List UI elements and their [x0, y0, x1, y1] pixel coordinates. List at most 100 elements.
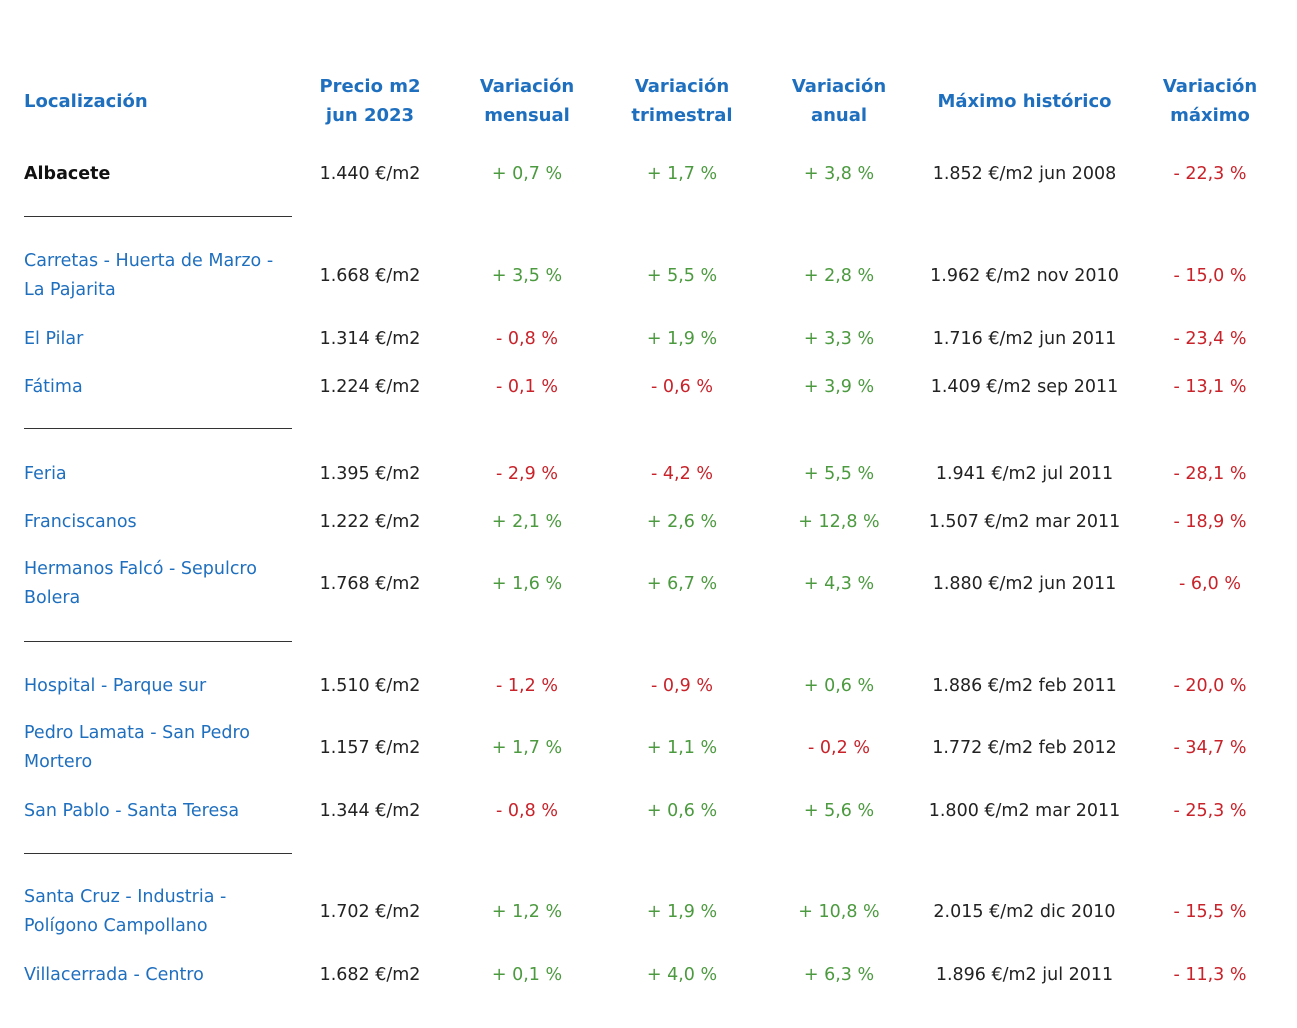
price-cell: 1.682 €/m2 — [319, 964, 421, 985]
location-link[interactable]: Hospital - Parque sur — [24, 670, 294, 702]
table-row: Pedro Lamata - San Pedro Mortero 1.157 €/… — [0, 718, 1297, 778]
monthly-variation: - 0,8 % — [496, 800, 558, 821]
price-cell: 1.668 €/m2 — [319, 265, 421, 286]
location-name: Albacete — [24, 158, 294, 190]
price-cell: 1.768 €/m2 — [319, 573, 421, 594]
header-annual-line2: anual — [810, 105, 868, 126]
historic-max: 1.880 €/m2 jun 2011 — [932, 573, 1117, 594]
historic-max: 1.800 €/m2 mar 2011 — [928, 800, 1121, 821]
monthly-variation: + 3,5 % — [491, 265, 563, 286]
location-line1: Hermanos Falcó - Sepulcro — [24, 559, 257, 579]
max-variation: - 22,3 % — [1173, 163, 1247, 184]
annual-variation: + 3,9 % — [803, 376, 875, 397]
location-line2: Bolera — [24, 588, 81, 608]
price-cell: 1.440 €/m2 — [319, 163, 421, 184]
annual-variation: + 3,3 % — [803, 328, 875, 349]
historic-max: 1.507 €/m2 mar 2011 — [928, 511, 1121, 532]
location-link[interactable]: Feria — [24, 458, 294, 490]
max-variation: - 15,5 % — [1173, 901, 1247, 922]
price-cell: 1.702 €/m2 — [319, 901, 421, 922]
group-divider — [24, 428, 292, 429]
table-row: Hospital - Parque sur 1.510 €/m2 - 1,2 %… — [0, 670, 1297, 702]
price-cell: 1.510 €/m2 — [319, 675, 421, 696]
max-variation: - 11,3 % — [1173, 964, 1247, 985]
group-divider — [24, 853, 292, 854]
quarterly-variation: + 6,7 % — [646, 573, 718, 594]
header-location: Localización — [24, 91, 148, 112]
table-row: Santa Cruz - Industria - Polígono Campoll… — [0, 882, 1297, 942]
header-price-line2: jun 2023 — [325, 105, 415, 126]
quarterly-variation: - 0,9 % — [651, 675, 713, 696]
monthly-variation: + 0,7 % — [491, 163, 563, 184]
max-variation: - 23,4 % — [1173, 328, 1247, 349]
max-variation: - 34,7 % — [1173, 737, 1247, 758]
price-cell: 1.314 €/m2 — [319, 328, 421, 349]
price-cell: 1.222 €/m2 — [319, 511, 421, 532]
table-row: Franciscanos 1.222 €/m2 + 2,1 % + 2,6 % … — [0, 506, 1297, 538]
monthly-variation: + 1,7 % — [491, 737, 563, 758]
location-line1: Villacerrada - Centro — [24, 964, 204, 985]
location-link[interactable]: Santa Cruz - Industria - Polígono Campoll… — [24, 882, 294, 942]
historic-max: 1.941 €/m2 jul 2011 — [935, 463, 1114, 484]
annual-variation: - 0,2 % — [808, 737, 870, 758]
historic-max: 1.852 €/m2 jun 2008 — [932, 163, 1117, 184]
table-row: Hermanos Falcó - Sepulcro Bolera 1.768 €/… — [0, 554, 1297, 614]
quarterly-variation: + 1,1 % — [646, 737, 718, 758]
location-link[interactable]: El Pilar — [24, 323, 294, 355]
table-row: Villacerrada - Centro 1.682 €/m2 + 0,1 %… — [0, 959, 1297, 991]
location-line1: Albacete — [24, 163, 111, 184]
location-line2: Mortero — [24, 752, 93, 772]
quarterly-variation: + 1,9 % — [646, 328, 718, 349]
header-var-max: Variación máximo — [1140, 72, 1280, 130]
location-link[interactable]: Fátima — [24, 371, 294, 403]
annual-variation: + 4,3 % — [803, 573, 875, 594]
price-cell: 1.395 €/m2 — [319, 463, 421, 484]
header-monthly: Variación mensual — [457, 72, 597, 130]
location-link[interactable]: Pedro Lamata - San Pedro Mortero — [24, 718, 294, 778]
location-line1: Feria — [24, 463, 67, 484]
quarterly-variation: + 4,0 % — [646, 964, 718, 985]
location-line1: Hospital - Parque sur — [24, 675, 207, 696]
max-variation: - 18,9 % — [1173, 511, 1247, 532]
location-link[interactable]: San Pablo - Santa Teresa — [24, 795, 294, 827]
location-line1: Carretas - Huerta de Marzo - — [24, 251, 274, 271]
monthly-variation: + 2,1 % — [491, 511, 563, 532]
monthly-variation: - 1,2 % — [496, 675, 558, 696]
header-price-line1: Precio m2 — [319, 76, 421, 97]
location-line2: La Pajarita — [24, 280, 116, 300]
monthly-variation: - 0,8 % — [496, 328, 558, 349]
header-annual-line1: Variación — [791, 76, 887, 97]
price-cell: 1.157 €/m2 — [319, 737, 421, 758]
historic-max: 1.409 €/m2 sep 2011 — [930, 376, 1119, 397]
header-annual: Variación anual — [769, 72, 909, 130]
quarterly-variation: + 2,6 % — [646, 511, 718, 532]
max-variation: - 20,0 % — [1173, 675, 1247, 696]
quarterly-variation: + 5,5 % — [646, 265, 718, 286]
max-variation: - 28,1 % — [1173, 463, 1247, 484]
header-quarterly-line2: trimestral — [631, 105, 733, 126]
header-max: Máximo histórico — [937, 91, 1112, 112]
quarterly-variation: + 0,6 % — [646, 800, 718, 821]
location-link[interactable]: Villacerrada - Centro — [24, 959, 294, 991]
group-divider — [24, 216, 292, 217]
historic-max: 2.015 €/m2 dic 2010 — [933, 901, 1116, 922]
location-line1: Fátima — [24, 376, 83, 397]
monthly-variation: + 1,2 % — [491, 901, 563, 922]
header-quarterly: Variación trimestral — [612, 72, 752, 130]
quarterly-variation: + 1,7 % — [646, 163, 718, 184]
quarterly-variation: - 4,2 % — [651, 463, 713, 484]
quarterly-variation: + 1,9 % — [646, 901, 718, 922]
annual-variation: + 0,6 % — [803, 675, 875, 696]
price-cell: 1.224 €/m2 — [319, 376, 421, 397]
annual-variation: + 5,6 % — [803, 800, 875, 821]
max-variation: - 6,0 % — [1179, 573, 1241, 594]
location-line1: Pedro Lamata - San Pedro — [24, 723, 250, 743]
location-link[interactable]: Franciscanos — [24, 506, 294, 538]
table-row: Albacete 1.440 €/m2 + 0,7 % + 1,7 % + 3,… — [0, 158, 1297, 190]
location-line1: El Pilar — [24, 328, 84, 349]
header-var-max-line2: máximo — [1170, 105, 1250, 126]
table-row: Feria 1.395 €/m2 - 2,9 % - 4,2 % + 5,5 %… — [0, 458, 1297, 490]
location-link[interactable]: Carretas - Huerta de Marzo - La Pajarita — [24, 246, 294, 306]
location-link[interactable]: Hermanos Falcó - Sepulcro Bolera — [24, 554, 294, 614]
